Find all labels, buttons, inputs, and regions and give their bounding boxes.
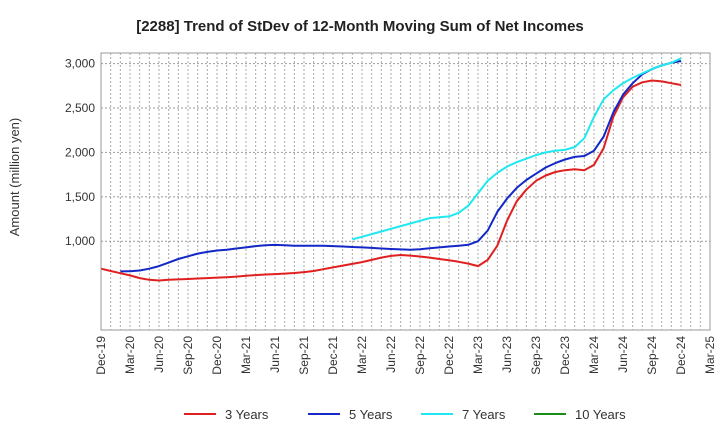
x-tick-label: Sep-24: [645, 336, 659, 375]
y-axis-ticks: 1,000 1,500 2,000 2,500 3,000: [65, 57, 95, 249]
series-line-5-years: [120, 60, 682, 273]
x-axis-ticks: Dec-19 Mar-20 Jun-20 Sep-20 Dec-20 Mar-21 Jun-…: [94, 336, 717, 375]
x-tick-label: Mar-20: [123, 336, 137, 374]
x-tick-label: Mar-22: [355, 336, 369, 374]
series-line-3-years: [100, 79, 682, 282]
series-layer: [100, 57, 682, 282]
x-tick-label: Sep-23: [529, 336, 543, 375]
x-tick-label: Mar-21: [239, 336, 253, 374]
y-tick-label: 3,000: [65, 57, 95, 71]
legend-label-7-years: 7 Years: [462, 407, 506, 422]
y-tick-label: 2,000: [65, 145, 95, 159]
x-tick-label: Sep-20: [181, 336, 195, 375]
y-tick-label: 2,500: [65, 101, 95, 115]
x-tick-label: Jun-24: [616, 336, 630, 373]
legend-label-10-years: 10 Years: [575, 407, 626, 422]
x-tick-label: Jun-21: [268, 336, 282, 373]
plot-frame: [100, 52, 711, 331]
legend-label-3-years: 3 Years: [225, 407, 269, 422]
y-axis-label: Amount (million yen): [7, 118, 22, 237]
x-tick-label: Dec-21: [326, 336, 340, 375]
x-tick-label: Dec-22: [442, 336, 456, 375]
x-tick-label: Dec-23: [558, 336, 572, 375]
series-line-7-years: [352, 57, 682, 241]
x-tick-label: Dec-19: [94, 336, 108, 375]
grid: [100, 53, 711, 330]
x-tick-label: Jun-22: [384, 336, 398, 373]
x-tick-label: Mar-25: [703, 336, 717, 374]
y-tick-label: 1,500: [65, 190, 95, 204]
chart-title: [2288] Trend of StDev of 12-Month Moving…: [136, 18, 584, 35]
x-tick-label: Sep-22: [413, 336, 427, 375]
legend-label-5-years: 5 Years: [349, 407, 393, 422]
x-tick-label: Mar-23: [471, 336, 485, 374]
x-tick-label: Jun-23: [500, 336, 514, 373]
y-tick-label: 1,000: [65, 234, 95, 248]
x-tick-label: Dec-20: [210, 336, 224, 375]
x-tick-label: Mar-24: [587, 336, 601, 374]
x-tick-label: Dec-24: [674, 336, 688, 375]
x-tick-label: Sep-21: [297, 336, 311, 375]
x-tick-label: Jun-20: [152, 336, 166, 373]
legend: 3 Years 5 Years 7 Years 10 Years: [184, 407, 626, 422]
